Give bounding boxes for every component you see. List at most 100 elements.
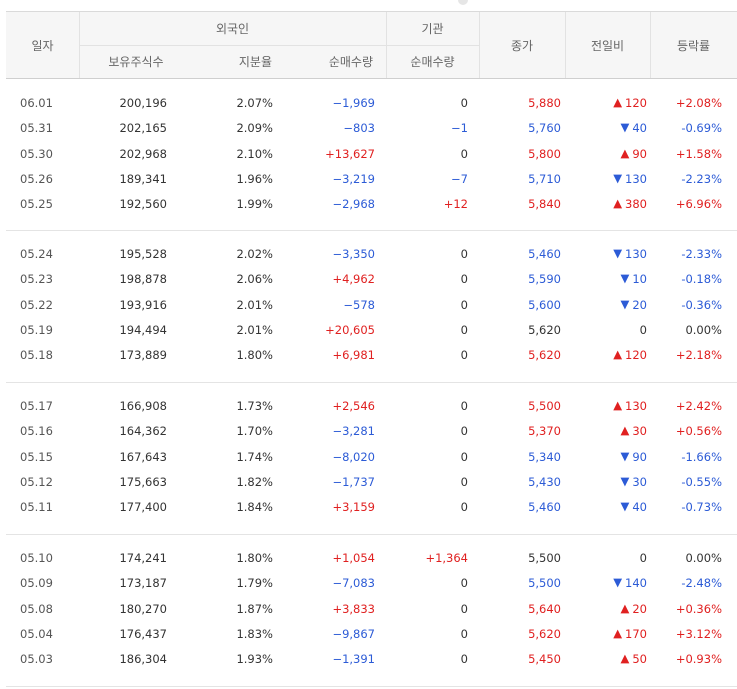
share-rate-cell: 1.99% <box>236 197 273 212</box>
change-cell: ▲ 120 <box>613 91 647 116</box>
institution-net-cell: 0 <box>460 272 468 287</box>
institution-net-cell: 0 <box>460 424 468 439</box>
institution-net-cell: 0 <box>460 322 468 337</box>
change-value: 130 <box>625 171 647 186</box>
holdings-cell: 176,437 <box>119 626 167 641</box>
holdings-cell: 173,187 <box>119 576 167 591</box>
close-price-cell: 5,710 <box>528 171 561 186</box>
change-value: 30 <box>632 474 647 489</box>
change-rate-cell: +0.56% <box>675 424 722 439</box>
institution-net-cell: −7 <box>451 171 468 186</box>
up-arrow-icon: ▲ <box>613 347 623 362</box>
holdings-cell: 174,241 <box>119 551 167 565</box>
share-rate-cell: 1.74% <box>236 449 273 464</box>
foreign-net-cell: +2,546 <box>332 399 375 413</box>
foreign-net-cell: −7,083 <box>332 576 375 591</box>
date-cell: 05.15 <box>20 449 53 464</box>
foreign-net-cell: −803 <box>343 121 375 136</box>
close-price-cell: 5,500 <box>528 576 561 591</box>
group-separator <box>6 686 737 687</box>
holdings-cell: 167,643 <box>119 449 167 464</box>
change-value: 380 <box>625 197 647 212</box>
down-arrow-icon: ▼ <box>613 575 623 590</box>
share-rate-cell: 2.01% <box>236 322 273 337</box>
share-rate-cell: 1.80% <box>236 551 273 565</box>
change-value: 90 <box>632 449 647 464</box>
table-row: 05.30 202,968 2.10% +13,627 0 5,800 ▲ 90 +1.58% <box>0 142 737 167</box>
foreign-net-cell: +4,962 <box>332 272 375 287</box>
change-rate-cell: +2.42% <box>675 399 722 413</box>
change-rate-cell: +6.96% <box>675 197 722 212</box>
foreign-net-cell: +3,159 <box>332 500 375 515</box>
change-cell: ▼ 30 <box>621 470 648 495</box>
up-arrow-icon: ▲ <box>620 600 630 615</box>
institution-net-cell: 0 <box>460 626 468 641</box>
change-rate-cell: -2.33% <box>681 247 722 261</box>
institution-net-cell: 0 <box>460 474 468 489</box>
change-cell: ▼ 140 <box>613 571 647 596</box>
share-rate-cell: 1.79% <box>236 576 273 591</box>
close-price-cell: 5,620 <box>528 348 561 363</box>
change-cell: ▲ 20 <box>621 597 648 622</box>
change-cell: ▲ 120 <box>613 343 647 368</box>
institution-net-cell: 0 <box>460 500 468 515</box>
date-cell: 05.17 <box>20 399 53 413</box>
share-rate-cell: 1.70% <box>236 424 273 439</box>
table-row: 05.04 176,437 1.83% −9,867 0 5,620 ▲ 170 +3.12% <box>0 622 737 647</box>
change-rate-cell: +0.93% <box>675 652 722 667</box>
holdings-cell: 175,663 <box>119 474 167 489</box>
holdings-cell: 200,196 <box>119 96 167 110</box>
table-row: 05.24 195,528 2.02% −3,350 0 5,460 ▼ 130 -2.33% <box>0 242 737 267</box>
share-rate-cell: 1.82% <box>236 474 273 489</box>
close-price-cell: 5,840 <box>528 197 561 212</box>
date-cell: 05.08 <box>20 601 53 616</box>
up-arrow-icon: ▲ <box>620 651 630 666</box>
close-price-cell: 5,460 <box>528 247 561 261</box>
date-cell: 05.03 <box>20 652 53 667</box>
change-value: 20 <box>632 297 647 312</box>
change-rate-cell: -0.73% <box>681 500 722 515</box>
change-cell: ▲ 30 <box>621 419 648 444</box>
change-rate-cell: +1.58% <box>675 146 722 161</box>
header-divider <box>565 12 566 78</box>
date-cell: 06.01 <box>20 96 53 110</box>
down-arrow-icon: ▼ <box>613 246 623 260</box>
scroll-indicator[interactable] <box>458 0 468 5</box>
foreign-net-cell: +20,605 <box>325 322 375 337</box>
change-cell: ▼ 90 <box>621 445 648 470</box>
table-row: 05.17 166,908 1.73% +2,546 0 5,500 ▲ 130 +2.42% <box>0 394 737 419</box>
table-row: 05.08 180,270 1.87% +3,833 0 5,640 ▲ 20 +0.36% <box>0 597 737 622</box>
change-cell: ▲ 90 <box>621 142 648 167</box>
institution-net-cell: 0 <box>460 348 468 363</box>
change-value: 0 <box>639 322 647 337</box>
table-row: 05.26 189,341 1.96% −3,219 −7 5,710 ▼ 130 -2.23% <box>0 167 737 192</box>
change-value: 130 <box>625 399 647 413</box>
change-value: 20 <box>632 601 647 616</box>
table-row: 05.12 175,663 1.82% −1,737 0 5,430 ▼ 30 -0.55% <box>0 470 737 495</box>
holdings-cell: 186,304 <box>119 652 167 667</box>
change-rate-cell: -2.48% <box>681 576 722 591</box>
change-cell: ▼ 40 <box>621 116 648 141</box>
change-rate-cell: 0.00% <box>685 551 722 565</box>
share-rate-cell: 1.80% <box>236 348 273 363</box>
institution-net-cell: 0 <box>460 247 468 261</box>
close-price-cell: 5,370 <box>528 424 561 439</box>
holdings-cell: 202,968 <box>119 146 167 161</box>
institution-net-cell: +12 <box>443 197 468 212</box>
header-subdivider <box>79 45 479 46</box>
close-price-cell: 5,880 <box>528 96 561 110</box>
change-value: 140 <box>625 576 647 591</box>
change-rate-cell: -0.69% <box>681 121 722 136</box>
table-row: 05.23 198,878 2.06% +4,962 0 5,590 ▼ 10 -0.18% <box>0 267 737 292</box>
change-value: 170 <box>625 626 647 641</box>
close-price-cell: 5,500 <box>528 551 561 565</box>
holdings-cell: 198,878 <box>119 272 167 287</box>
date-cell: 05.18 <box>20 348 53 363</box>
institution-net-cell: 0 <box>460 96 468 110</box>
close-price-cell: 5,460 <box>528 500 561 515</box>
holdings-cell: 177,400 <box>119 500 167 515</box>
foreign-net-cell: +3,833 <box>332 601 375 616</box>
foreign-net-cell: −1,391 <box>332 652 375 667</box>
table-row: 05.31 202,165 2.09% −803 −1 5,760 ▼ 40 -0.69% <box>0 116 737 141</box>
